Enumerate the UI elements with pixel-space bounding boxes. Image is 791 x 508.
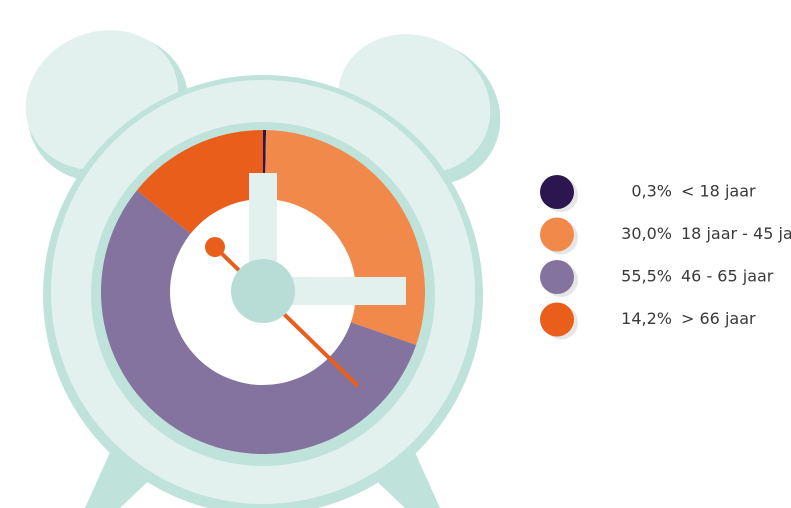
- legend-swatch: [540, 175, 574, 209]
- legend-value: 30,0%: [621, 224, 672, 243]
- legend: 0,3% < 18 jaar 30,0% 18 jaar - 45 jaar 55,5%…: [540, 175, 791, 340]
- legend-label: < 18 jaar: [681, 182, 756, 201]
- legend-swatch: [540, 217, 574, 252]
- clock-hub: [231, 259, 295, 323]
- legend-value: 14,2%: [621, 309, 672, 328]
- legend-label: > 66 jaar: [681, 309, 756, 328]
- clock-hands: [205, 173, 406, 388]
- clock-leg: [365, 430, 440, 508]
- legend-value: 0,3%: [631, 182, 672, 201]
- legend-value: 55,5%: [621, 267, 672, 286]
- second-hand-knob: [205, 237, 225, 257]
- legend-swatch: [540, 302, 574, 337]
- clock-leg: [85, 430, 160, 508]
- legend-label: 46 - 65 jaar: [681, 267, 774, 286]
- legend-swatch: [540, 260, 574, 294]
- legend-label: 18 jaar - 45 jaar: [681, 224, 791, 243]
